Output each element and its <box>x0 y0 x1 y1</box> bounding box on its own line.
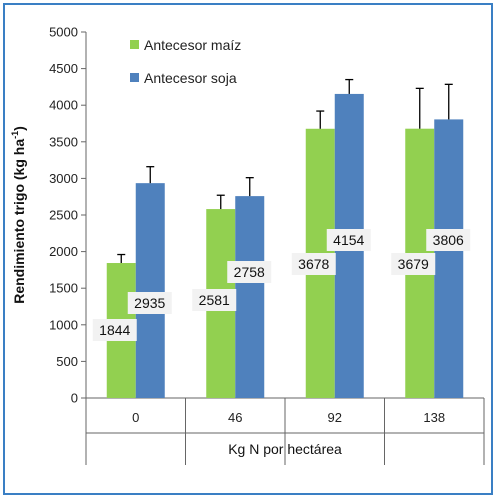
data-label-soja: 3806 <box>426 229 471 251</box>
x-tick-label: 92 <box>328 410 342 425</box>
data-label-text: 2935 <box>134 295 165 311</box>
data-label-text: 2758 <box>234 264 265 280</box>
data-label-maiz: 1844 <box>92 319 137 341</box>
y-axis-title-sup: -1 <box>10 131 20 139</box>
data-label-box <box>227 261 272 283</box>
y-tick-label: 0 <box>71 391 78 406</box>
data-label-maiz: 3678 <box>291 253 336 275</box>
axes: 0 500 1000 1500 2000 2500 3000 3500 4000 4500 5000… <box>49 25 485 465</box>
data-label-box <box>92 319 137 341</box>
data-label-box <box>426 229 471 251</box>
y-axis-title-close: ) <box>11 126 27 131</box>
bars <box>106 93 464 399</box>
legend-swatch-soja <box>130 73 139 82</box>
data-label-box <box>192 289 237 311</box>
y-tick-label: 5000 <box>49 25 78 40</box>
bar-soja <box>235 196 265 398</box>
legend-swatch-maiz <box>130 40 139 49</box>
x-tick-label: 46 <box>228 410 242 425</box>
legend: Antecesor maíz Antecesor soja <box>130 37 241 86</box>
x-tick-label: 0 <box>132 410 139 425</box>
y-tick-label: 1000 <box>49 317 78 332</box>
data-label-soja: 2758 <box>227 261 272 283</box>
data-label-text: 3679 <box>398 256 429 272</box>
y-tick-label: 3000 <box>49 171 78 186</box>
y-tick-label: 4500 <box>49 61 78 76</box>
data-label-maiz: 2581 <box>192 289 237 311</box>
y-tick-label: 1500 <box>49 281 78 296</box>
y-tick-label: 2000 <box>49 244 78 259</box>
legend-label-maiz: Antecesor maíz <box>144 37 241 53</box>
y-axis-title-main: Rendimiento trigo (kg ha <box>11 139 27 304</box>
data-label-box <box>291 253 336 275</box>
y-tick-label: 3500 <box>49 134 78 149</box>
y-axis-title: Rendimiento trigo (kg ha-1) <box>10 126 27 304</box>
data-label-text: 3678 <box>298 256 329 272</box>
bar-soja <box>434 119 464 398</box>
x-tick-label: 138 <box>423 410 445 425</box>
data-label-box <box>391 253 436 275</box>
error-bars <box>117 78 453 264</box>
y-tick-label: 500 <box>56 354 78 369</box>
data-label-soja: 4154 <box>326 229 371 251</box>
data-label-text: 3806 <box>433 232 464 248</box>
x-axis-title: Kg N por hectárea <box>228 441 342 457</box>
data-label-maiz: 3679 <box>391 253 436 275</box>
y-tick-label: 2500 <box>49 208 78 223</box>
data-label-soja: 2935 <box>127 292 172 314</box>
bar-soja <box>135 183 165 398</box>
data-label-text: 4154 <box>333 232 364 248</box>
data-label-box <box>127 292 172 314</box>
data-label-box <box>326 229 371 251</box>
legend-label-soja: Antecesor soja <box>144 70 237 86</box>
y-tick-label: 4000 <box>49 98 78 113</box>
data-label-text: 2581 <box>199 292 230 308</box>
data-label-text: 1844 <box>99 322 130 338</box>
